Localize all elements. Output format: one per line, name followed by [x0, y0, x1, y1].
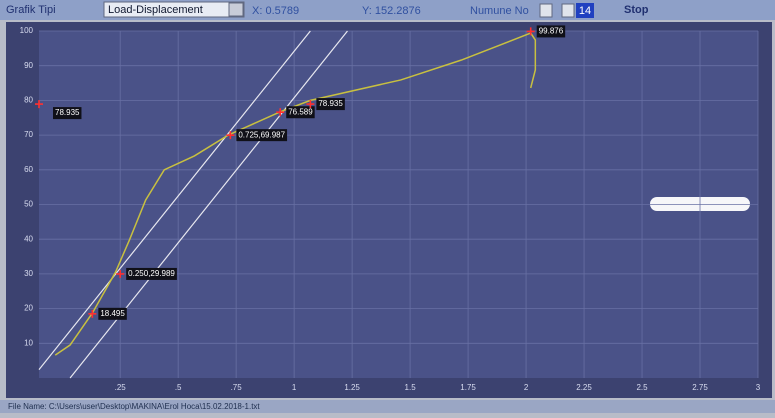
x-tick-label: 2.75: [692, 383, 708, 392]
file-name: File Name: C:\Users\user\Desktop\MAKINA\…: [8, 402, 260, 411]
annotation-label: 0.250,29.989: [128, 269, 175, 278]
annotation-label: 99.876: [539, 27, 564, 36]
annotation-label: 18.495: [100, 309, 125, 318]
x-tick-label: 2.25: [576, 383, 592, 392]
y-tick-label: 20: [24, 304, 33, 313]
x-tick-label: 2.5: [636, 383, 648, 392]
annotation-label: 0.725,69.987: [238, 130, 285, 139]
y-tick-label: 60: [24, 165, 33, 174]
x-tick-label: .5: [175, 383, 182, 392]
sample-label: Numune No: [470, 5, 529, 17]
chart-type-label: Grafik Tipi: [6, 4, 56, 16]
spin-down[interactable]: [540, 4, 552, 17]
y-tick-label: 90: [24, 61, 33, 70]
x-tick-label: 1.75: [460, 383, 476, 392]
x-tick-label: 3: [756, 383, 761, 392]
annotation-label: 76.589: [288, 107, 313, 116]
x-tick-label: 1: [292, 383, 297, 392]
x-tick-label: 1.5: [405, 383, 417, 392]
spin-up[interactable]: [562, 4, 574, 17]
sample-value: 14: [579, 5, 591, 17]
x-tick-label: 1.25: [344, 383, 360, 392]
y-tick-label: 80: [24, 96, 33, 105]
y-tick-label: 100: [20, 26, 34, 35]
y-tick-label: 30: [24, 269, 33, 278]
chart-type-value: Load-Displacement: [108, 4, 203, 16]
stop-button[interactable]: Stop: [624, 4, 649, 16]
y-tick-label: 50: [24, 200, 33, 209]
x-tick-label: .25: [115, 383, 127, 392]
annotation-label: 78.935: [318, 99, 343, 108]
y-tick-label: 10: [24, 338, 33, 347]
dropdown-arrow[interactable]: [229, 3, 243, 16]
page: Grafik Tipi Load-Displacement X: 0.5789 …: [0, 0, 775, 413]
y-tick-label: 40: [24, 234, 33, 243]
x-tick-label: 2: [524, 383, 529, 392]
y-readout: Y: 152.2876: [362, 5, 421, 17]
app-window: Grafik Tipi Load-Displacement X: 0.5789 …: [0, 0, 775, 413]
x-tick-label: .75: [231, 383, 243, 392]
y-tick-label: 70: [24, 130, 33, 139]
x-readout: X: 0.5789: [252, 5, 299, 17]
annotation-label: 78.935: [55, 108, 80, 117]
